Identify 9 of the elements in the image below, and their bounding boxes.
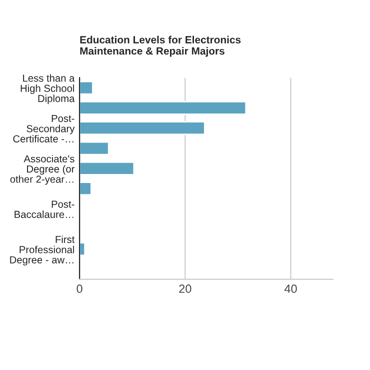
chart-title: Education Levels for Electronics Maintenance & Repair Majors: [80, 36, 241, 57]
y-tick-label: Less than a High School Diploma: [20, 74, 75, 104]
y-tick-label: Post- Baccalaure…: [14, 200, 74, 218]
x-tick-label: 0: [76, 284, 82, 293]
x-tick-label: 40: [284, 284, 297, 293]
x-tick-label: 20: [179, 284, 192, 293]
y-tick-label: Associate's Degree (or other 2-year…: [10, 154, 75, 185]
y-tick-label: Post- Secondary Certificate -…: [13, 114, 75, 142]
y-tick-label: First Professional Degree - aw…: [10, 236, 75, 266]
